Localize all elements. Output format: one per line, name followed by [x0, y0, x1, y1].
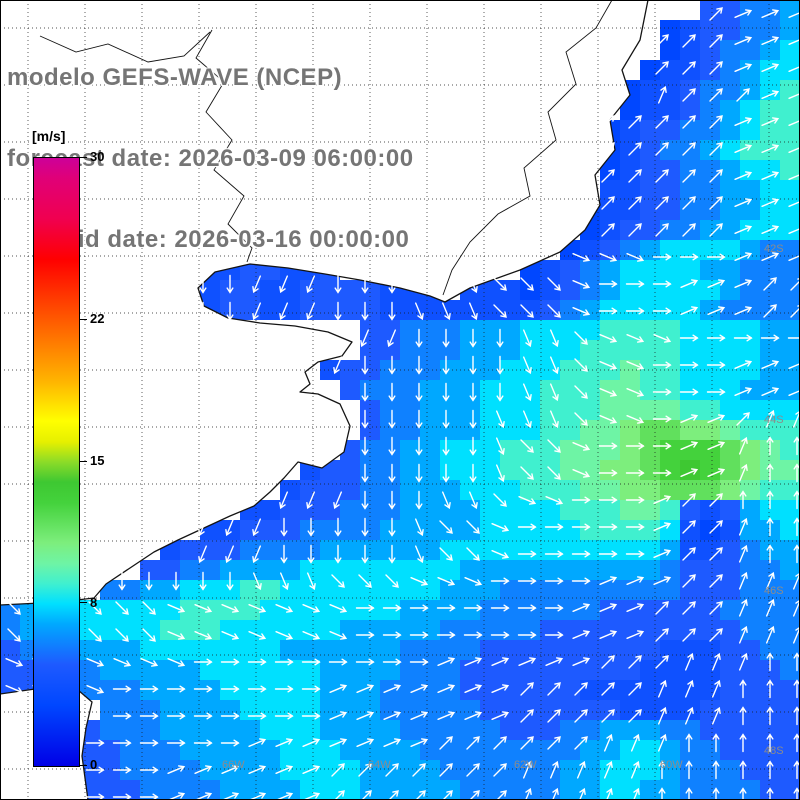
latitude-label: 42S — [764, 243, 784, 255]
model-title: modelo GEFS-WAVE (NCEP) — [7, 64, 343, 91]
latitude-label: 44S — [764, 414, 784, 426]
plot-header: modelo GEFS-WAVE (NCEP) forecast date: 2… — [7, 10, 414, 307]
river-layer — [39, 0, 613, 296]
colorbar-units-label: [m/s] — [30, 128, 68, 144]
colorbar-tick-mark — [80, 156, 87, 158]
colorbar-tick-label: 15 — [90, 453, 105, 468]
latitude-label: 46S — [764, 585, 784, 597]
colorbar-tick-label: 30 — [90, 149, 105, 164]
colorbar-tick-label: 22 — [90, 311, 105, 327]
colorbar-tick-mark — [80, 318, 87, 320]
colorbar-gradient — [33, 157, 80, 767]
longitude-label: 60W — [660, 759, 683, 771]
longitude-label: 62W — [514, 759, 537, 771]
colorbar-tick-mark — [80, 602, 87, 604]
colorbar-tick-label: 0 — [90, 757, 98, 772]
wave-direction-arrows-layer — [5, 7, 800, 800]
longitude-label: 64W — [368, 759, 391, 771]
wave-direction-arrows — [5, 7, 800, 800]
forecast-date: forecast date: 2026-03-09 06:00:00 — [7, 145, 414, 172]
colorbar-tick-mark — [80, 764, 87, 766]
latitude-label: 48S — [764, 745, 784, 757]
geo-labels-layer: 42S 44S 46S 48S 66W 64W 62W 60W — [222, 243, 784, 771]
colorbar-tick-mark — [80, 460, 87, 462]
colorbar-tick-label: 8 — [90, 594, 98, 610]
longitude-label: 66W — [222, 759, 245, 771]
